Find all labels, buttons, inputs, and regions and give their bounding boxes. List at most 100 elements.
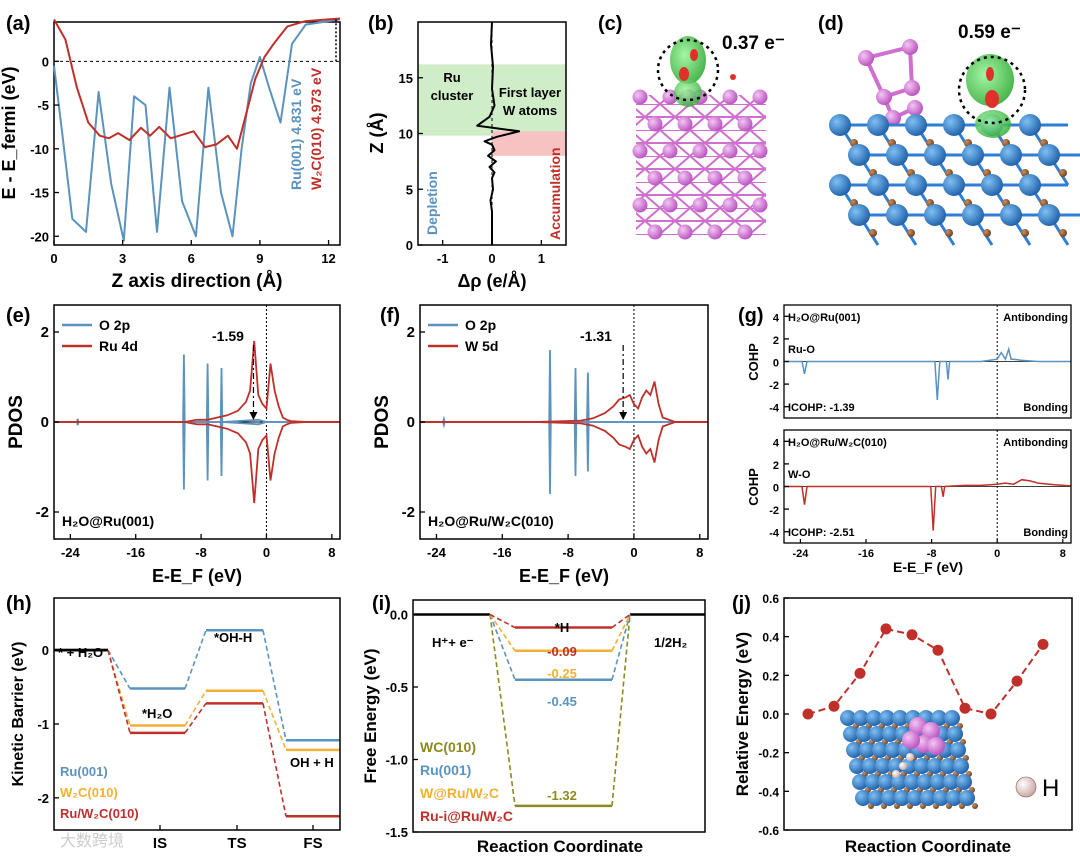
panel-e-label: (e) bbox=[6, 305, 30, 327]
panel-e-legend: O 2p Ru 4d bbox=[62, 317, 138, 354]
panel-e-y-tick-label: 0 bbox=[41, 414, 49, 431]
w-atom bbox=[947, 726, 963, 742]
ru-atom bbox=[677, 170, 693, 186]
w-atom bbox=[1038, 204, 1060, 226]
panel-h-y-label: Kinetic Barrier (eV) bbox=[10, 642, 27, 787]
c-atom bbox=[907, 229, 915, 237]
panel-h-state-fs: OH + H bbox=[290, 755, 334, 770]
pdos-down-0 bbox=[420, 421, 708, 495]
panel-i: (i) 0.0 -0.5 -1.0 -1.5 H⁺+ e⁻ *H 1/2H₂ -0.0… bbox=[361, 593, 706, 856]
panel-e-plot-area bbox=[54, 305, 340, 539]
panel-b-x-tick-label: 0 bbox=[488, 251, 495, 266]
ru-atom bbox=[632, 143, 648, 159]
panel-j-label: (j) bbox=[732, 593, 751, 615]
w-atom bbox=[859, 742, 875, 758]
connector-2-1 bbox=[107, 649, 131, 734]
panel-g-y-tick-label: 2 bbox=[773, 335, 779, 347]
panel-f-y-tick-label: 2 bbox=[407, 324, 415, 341]
panel-g-top-bonding: Bonding bbox=[1023, 402, 1068, 414]
w-atom bbox=[927, 758, 943, 774]
panel-b-y-label: Z (Å) bbox=[367, 113, 387, 154]
panel-h-y-tick-label: -2 bbox=[37, 791, 49, 806]
panel-f-x-ticks: -24 -16 -8 0 8 bbox=[427, 534, 703, 560]
energy-point bbox=[932, 644, 944, 656]
panel-b: (b) -1 0 1 0 5 10 15 Ru cluster First layer W… bbox=[367, 13, 567, 291]
w-atom bbox=[904, 774, 920, 790]
panel-a-x-tick-label: 12 bbox=[321, 251, 335, 266]
panel-f-legend: O 2p W 5d bbox=[428, 317, 498, 354]
panel-e-x-ticks: -24 -16 -8 0 8 bbox=[61, 534, 335, 560]
ru-atom bbox=[707, 170, 723, 186]
panel-j-h-atom-legend: H bbox=[1042, 775, 1059, 802]
w-atom bbox=[891, 774, 907, 790]
panel-g-bottom-bond: W-O bbox=[788, 469, 811, 481]
panel-j: (j) 0.6 0.4 0.2 0.0 -0.2 -0.4 -0.6 H Reaction … bbox=[732, 592, 1073, 856]
panel-e-x-tick-label: -16 bbox=[126, 545, 145, 560]
d-band-center-arrow bbox=[619, 412, 628, 420]
panel-e-x-label: E-E_F (eV) bbox=[152, 566, 242, 586]
panel-g-x-tick-label: 0 bbox=[994, 548, 1000, 560]
ru-atom bbox=[707, 116, 723, 132]
w-atom bbox=[944, 710, 960, 726]
panel-j-y-label: Relative Energy (eV) bbox=[733, 632, 752, 796]
panel-e-dband-annotation: -1.59 bbox=[212, 328, 244, 344]
ru-cluster-atom bbox=[927, 737, 945, 755]
c-atom bbox=[972, 803, 978, 809]
pdos-up-0 bbox=[54, 354, 340, 423]
h-connector-right-0 bbox=[611, 614, 631, 806]
w-atom bbox=[924, 204, 946, 226]
w-atom bbox=[878, 774, 894, 790]
w-atom bbox=[956, 774, 972, 790]
panel-d: (d) 0.59 e⁻ bbox=[818, 13, 1080, 246]
w-atom bbox=[946, 790, 962, 806]
panel-f-dband-annotation: -1.31 bbox=[580, 328, 612, 344]
panel-i-value-wc: -1.32 bbox=[547, 788, 577, 803]
w-atom bbox=[869, 726, 885, 742]
panel-f-plot-area bbox=[420, 305, 708, 539]
panel-b-x-label: Δρ (e/Å) bbox=[457, 271, 526, 291]
panel-g-y-tick-label: 0 bbox=[773, 483, 779, 495]
panel-b-plot-area bbox=[476, 21, 521, 245]
energy-point bbox=[1011, 675, 1023, 687]
panel-e: (e) -24 -16 -8 0 8 2 0 -2 O 2p Ru 4d -1.59 H₂O… bbox=[6, 304, 341, 586]
ru-atom bbox=[647, 224, 663, 240]
w-atom bbox=[829, 174, 851, 196]
panel-d-h2o-isosurface bbox=[957, 54, 1027, 138]
ru-atom bbox=[752, 143, 768, 159]
panel-a-x-tick-label: 3 bbox=[119, 251, 126, 266]
panel-g-y-tick-label: -4 bbox=[769, 528, 780, 540]
panel-h-x-tick-label: FS bbox=[303, 835, 322, 852]
ru-atom bbox=[647, 116, 663, 132]
h-path-atom bbox=[899, 762, 907, 770]
ru-atom bbox=[904, 80, 920, 96]
panel-h-y-tick-label: 0 bbox=[42, 643, 49, 658]
w-atom bbox=[940, 758, 956, 774]
panel-i-y-tick-label: -1.5 bbox=[386, 825, 408, 840]
c-atom bbox=[1059, 229, 1067, 237]
panel-e-y-tick-label: 2 bbox=[41, 324, 49, 341]
panel-a-legend-w2c: W₂C(010) 4.973 eV bbox=[308, 67, 324, 190]
ru-atom bbox=[858, 50, 874, 66]
ru-atom bbox=[876, 89, 892, 105]
ru-atom bbox=[647, 170, 663, 186]
panel-f-y-tick-label: -2 bbox=[402, 504, 415, 521]
panel-j-slab-inset bbox=[840, 710, 978, 809]
h-connector-right-1 bbox=[611, 614, 631, 680]
panel-i-y-ticks: 0.0 -0.5 -1.0 -1.5 bbox=[386, 608, 418, 840]
ru-atom bbox=[722, 197, 738, 213]
cohp-line bbox=[784, 346, 1071, 400]
panel-e-x-tick-label: 8 bbox=[328, 545, 335, 560]
panel-j-y-tick-label: 0.0 bbox=[762, 708, 779, 722]
w-atom bbox=[879, 710, 895, 726]
pdos-up-1 bbox=[420, 381, 708, 423]
panel-g-top-plot-area bbox=[784, 305, 1071, 418]
panel-b-depletion-label: Depletion bbox=[424, 171, 440, 235]
panel-b-x-tick-label: 1 bbox=[538, 251, 545, 266]
panel-a-x-label: Z axis direction (Å) bbox=[111, 271, 282, 292]
ru-atom bbox=[907, 100, 923, 116]
energy-path-line bbox=[807, 627, 1044, 716]
w-atom bbox=[865, 774, 881, 790]
panel-j-y-tick-label: 0.2 bbox=[762, 669, 779, 683]
w-atom bbox=[901, 758, 917, 774]
